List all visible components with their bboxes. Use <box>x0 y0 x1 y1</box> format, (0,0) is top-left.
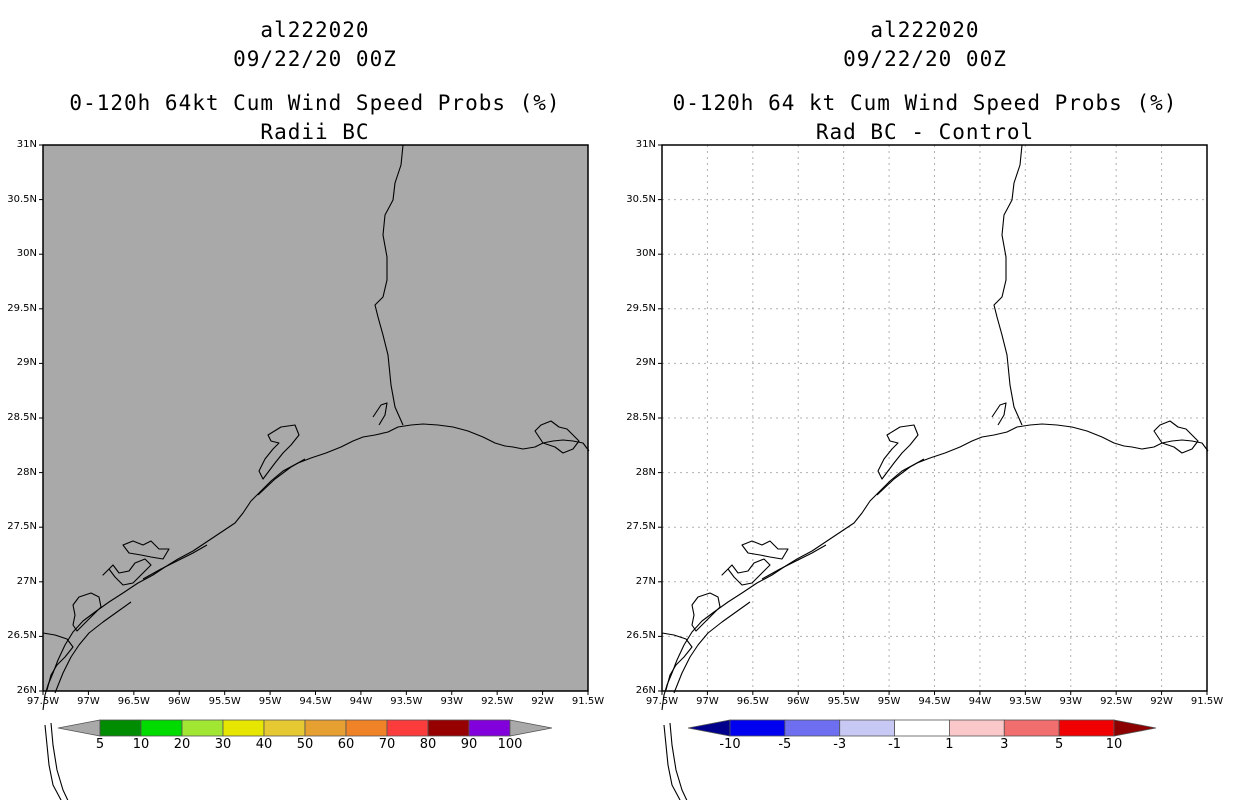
lat-tick-label: 31N <box>635 139 656 150</box>
storm-id-right: al222020 <box>870 18 980 42</box>
colorbar-swatch <box>468 719 511 737</box>
lon-tick-label: 96.5W <box>117 696 150 707</box>
colorbar-label: -5 <box>778 737 792 752</box>
lon-tick-label: 91.5W <box>1190 696 1224 707</box>
colorbar-label: 80 <box>419 737 437 752</box>
lon-tick-label: 96W <box>167 696 191 707</box>
lat-tick-label: 27.5N <box>7 521 37 533</box>
colorbar-label: 50 <box>296 737 314 752</box>
lon-tick-label: 94W <box>968 696 992 707</box>
lon-tick-label: 95W <box>877 696 901 707</box>
colorbar-label: -1 <box>888 737 902 752</box>
colorbar-swatch <box>427 719 470 737</box>
lon-tick-label: 95.5W <box>208 696 241 707</box>
lat-tick-label: 30N <box>635 248 656 260</box>
lat-tick-label: 27N <box>635 575 656 587</box>
lat-tick-label: 26.5N <box>7 630 37 642</box>
lat-tick-label: 28N <box>16 466 37 478</box>
lat-tick-label: 29.5N <box>7 302 37 314</box>
colorbar-label: 10 <box>132 737 150 752</box>
title-left: 0-120h 64kt Cum Wind Speed Probs (%) <box>69 91 561 115</box>
lon-tick-label: 97W <box>696 696 719 707</box>
lon-tick-label: 97W <box>77 696 100 707</box>
colorbar-high-arrow <box>1113 719 1157 737</box>
subtitle-left: Radii BC <box>260 120 370 144</box>
colorbar-label: -10 <box>719 737 741 752</box>
storm-id-left: al222020 <box>260 18 370 42</box>
lon-tick-label: 92W <box>531 696 554 707</box>
lon-tick-label: 92W <box>1150 696 1173 707</box>
lon-tick-label: 97.5W <box>645 696 679 707</box>
lon-tick-label: 93W <box>1059 696 1083 707</box>
lon-tick-label: 93.5W <box>1009 696 1042 707</box>
lon-tick-label: 93W <box>440 696 464 707</box>
colorbar-label: 30 <box>214 737 232 752</box>
subtitle-right: Rad BC - Control <box>815 120 1035 144</box>
lon-tick-label: 95W <box>258 696 282 707</box>
colorbar-label: 90 <box>460 737 478 752</box>
title-right: 0-120h 64 kt Cum Wind Speed Probs (%) <box>672 91 1178 115</box>
colorbar-label: 20 <box>173 737 191 752</box>
colorbar-high-arrow <box>509 719 553 737</box>
lat-tick-label: 26N <box>16 685 37 696</box>
lat-tick-label: 30.5N <box>626 193 656 205</box>
lat-tick-label: 28N <box>635 466 656 478</box>
lat-tick-label: 30N <box>16 248 37 260</box>
lon-tick-label: 93.5W <box>390 696 423 707</box>
lon-tick-label: 94W <box>349 696 373 707</box>
colorbar-label: 40 <box>255 737 273 752</box>
lon-tick-label: 96.5W <box>736 696 769 707</box>
colorbar-label: -3 <box>833 737 847 752</box>
colorbar-swatch <box>729 719 786 737</box>
lon-tick-label: 95.5W <box>827 696 860 707</box>
lat-tick-label: 30.5N <box>7 193 37 205</box>
colorbar-swatch <box>894 719 950 737</box>
colorbar-swatch <box>222 719 265 737</box>
colorbar-label: 70 <box>378 737 396 752</box>
colorbar-swatch <box>784 719 841 737</box>
lon-tick-label: 94.5W <box>299 696 332 707</box>
lat-tick-label: 26N <box>635 685 656 696</box>
colorbar-swatch <box>386 719 429 737</box>
colorbar-label: 5 <box>95 737 105 752</box>
colorbar-swatch <box>181 719 224 737</box>
lat-tick-label: 31N <box>16 139 37 150</box>
lon-tick-label: 94.5W <box>918 696 951 707</box>
colorbar-swatch <box>140 719 183 737</box>
lon-tick-label: 96W <box>786 696 810 707</box>
lon-tick-label: 97.5W <box>26 696 60 707</box>
colorbar-swatch <box>839 719 895 737</box>
colorbar-swatch <box>1003 719 1060 737</box>
colorbar-low-arrow <box>57 719 101 737</box>
date-left: 09/22/20 00Z <box>233 47 397 71</box>
colorbar-label: 5 <box>1055 737 1064 752</box>
colorbar-swatch <box>304 719 347 737</box>
lat-tick-label: 28.5N <box>626 412 656 423</box>
colorbar-swatch <box>345 719 388 737</box>
lat-tick-label: 28.5N <box>7 412 37 423</box>
lat-tick-label: 27N <box>16 575 37 587</box>
colorbar-label: 3 <box>1000 737 1009 752</box>
lat-tick-label: 29N <box>635 357 656 369</box>
colorbar-label: 10 <box>1105 737 1123 752</box>
lat-tick-label: 26.5N <box>626 630 656 642</box>
colorbar-swatch <box>949 719 1005 737</box>
colorbar-swatch <box>99 719 142 737</box>
colorbar-swatch <box>1058 719 1115 737</box>
lon-tick-label: 91.5W <box>571 696 605 707</box>
lon-tick-label: 92.5W <box>481 696 514 707</box>
lon-tick-label: 92.5W <box>1100 696 1133 707</box>
colorbar-label: 100 <box>497 737 523 752</box>
date-right: 09/22/20 00Z <box>843 47 1007 71</box>
colorbar-label: 60 <box>337 737 355 752</box>
lat-tick-label: 27.5N <box>626 521 656 533</box>
lat-tick-label: 29.5N <box>626 302 656 314</box>
map-background-left <box>43 145 588 691</box>
colorbar-label: 1 <box>945 737 954 752</box>
colorbar-low-arrow <box>687 719 731 737</box>
colorbar-swatch <box>263 719 306 737</box>
lat-tick-label: 29N <box>16 357 37 369</box>
